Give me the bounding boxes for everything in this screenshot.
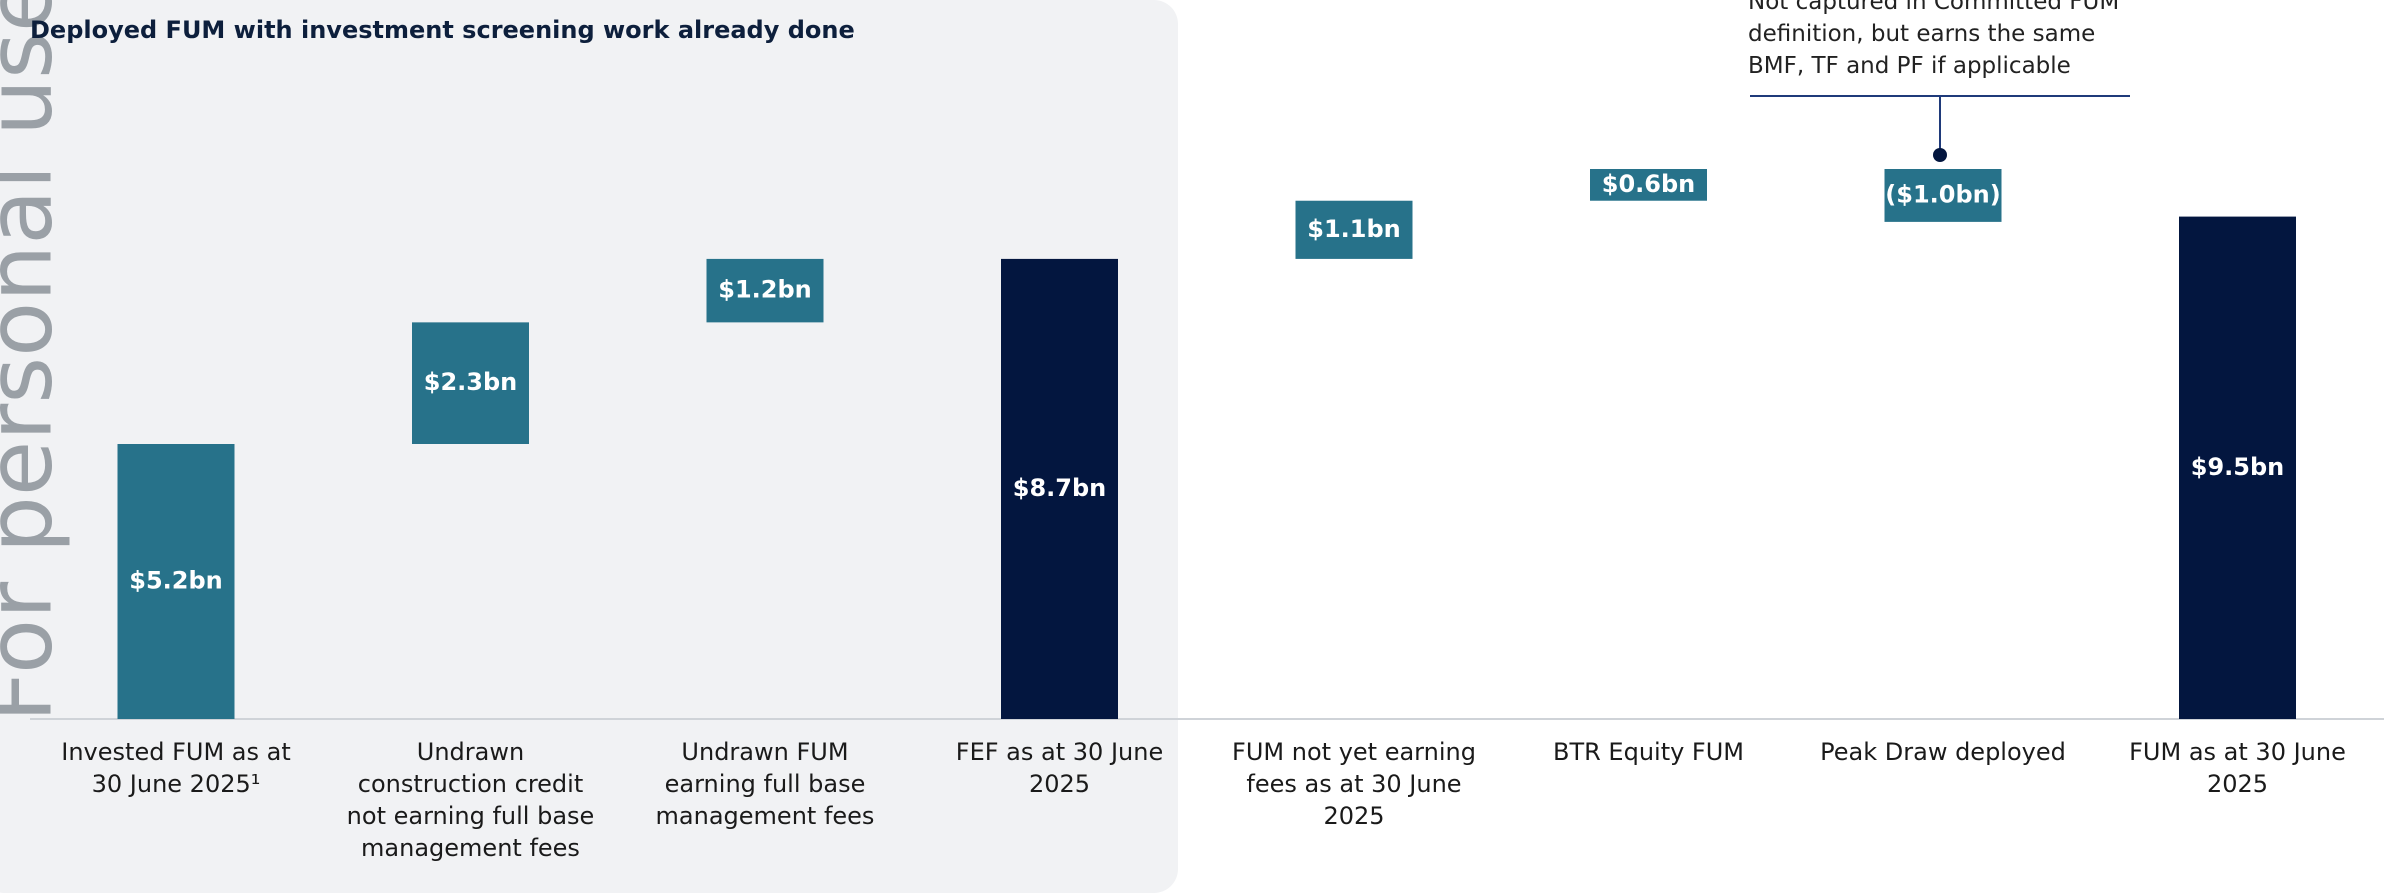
x-tick-label: BTR Equity FUM: [1552, 738, 1745, 766]
value-label: $8.7bn: [1013, 474, 1106, 502]
x-tick-label: Peak Draw deployed: [1820, 738, 2066, 766]
bar: [1295, 200, 1413, 259]
panel-title: Deployed FUM with investment screening w…: [30, 16, 855, 44]
x-tick-label: Undrawn FUM earning full base management…: [655, 738, 875, 830]
bar: [706, 258, 824, 323]
x-tick-label: Undrawn construction credit not earning …: [346, 738, 595, 862]
value-label: $1.2bn: [718, 276, 811, 304]
bar: [117, 444, 235, 719]
bar: [2179, 216, 2296, 719]
watermark: For personal use only: [0, 0, 73, 723]
annotation: Not captured in Committed FUM definition…: [1748, 0, 2120, 79]
value-label: $9.5bn: [2191, 453, 2284, 481]
panel: [0, 0, 1178, 893]
x-tick-label: FUM as at 30 June 2025: [2129, 738, 2346, 798]
bar: [412, 322, 529, 444]
x-tick-label: Invested FUM as at 30 June 2025¹: [61, 738, 291, 798]
value-label: $1.1bn: [1307, 215, 1400, 243]
x-tick-label: FUM not yet earning fees as at 30 June 2…: [1232, 738, 1476, 830]
bar: [1590, 169, 1707, 201]
bar: [1884, 169, 2002, 222]
bar: [1001, 258, 1118, 719]
x-tick-label: FEF as at 30 June 2025: [955, 738, 1164, 798]
value-label: ($1.0bn): [1885, 180, 2000, 208]
callout-dot: [1933, 148, 1947, 162]
value-label: $0.6bn: [1602, 170, 1695, 198]
value-label: $2.3bn: [424, 368, 517, 396]
value-label: $5.2bn: [129, 567, 222, 595]
